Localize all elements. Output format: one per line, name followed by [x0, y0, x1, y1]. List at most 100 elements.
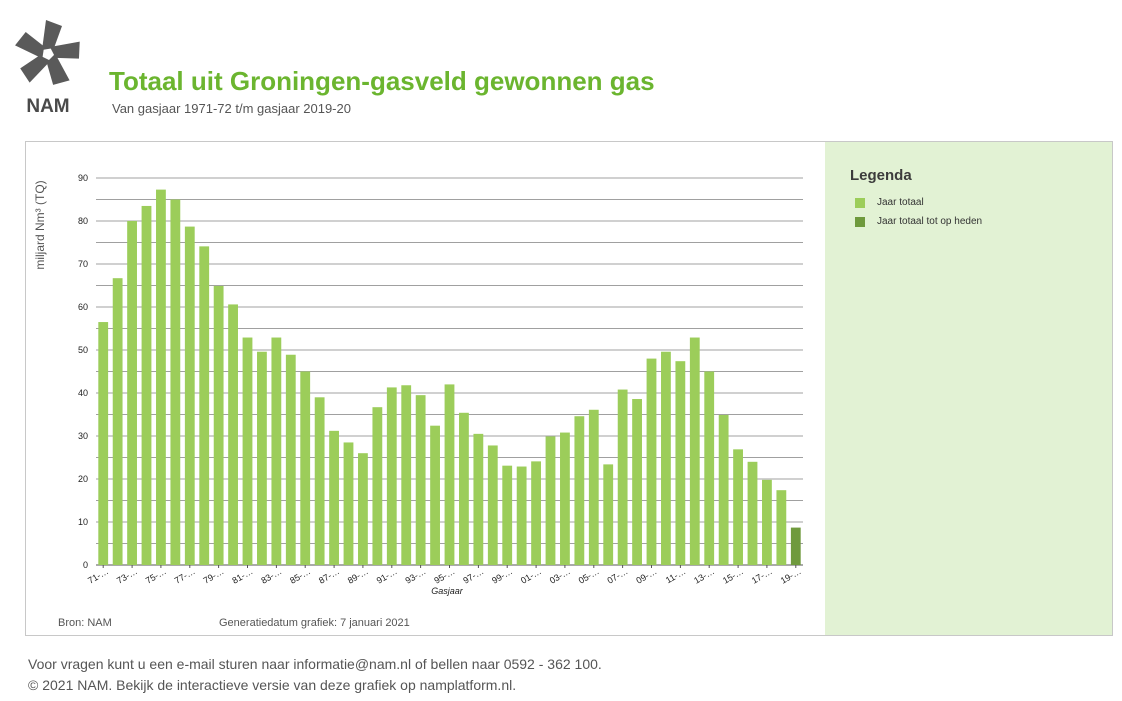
x-tick-label: 87-… [317, 566, 341, 586]
bar-06-07[interactable] [603, 464, 614, 565]
nam-logo: NAM [10, 16, 86, 118]
generation-date: Generatiedatum grafiek: 7 januari 2021 [219, 617, 410, 629]
source-note: Bron: NAM [58, 617, 112, 629]
y-tick-label: 40 [78, 388, 88, 398]
x-tick-label: 17-… [750, 566, 774, 586]
bar-91-92[interactable] [386, 387, 397, 565]
x-tick-label: 83-… [259, 566, 283, 586]
footer-contact: Voor vragen kunt u een e-mail sturen naa… [28, 656, 602, 672]
x-tick-label: 11-… [664, 566, 687, 585]
x-tick-label: 93-… [404, 566, 428, 586]
bar-03-04[interactable] [560, 432, 570, 565]
bar-08-09[interactable] [632, 399, 642, 565]
bar-85-86[interactable] [300, 371, 311, 566]
bar-00-01[interactable] [516, 466, 527, 565]
legend-swatch-jaar-totaal [855, 198, 865, 208]
bars-layer [98, 189, 801, 566]
bar-74-75[interactable] [141, 205, 152, 565]
bar-82-83[interactable] [257, 351, 267, 565]
y-tick-label: 20 [78, 474, 88, 484]
x-tick-label: 09-… [634, 566, 658, 586]
y-tick-label: 70 [78, 259, 88, 269]
bar-14-15[interactable] [718, 414, 729, 565]
legend-swatch-tot-op-heden [855, 217, 865, 227]
legend-label-tot-op-heden: Jaar totaal tot op heden [877, 216, 983, 227]
bar-84-85[interactable] [285, 354, 296, 565]
bar-12-13[interactable] [689, 337, 700, 565]
x-tick-label: 19-… [779, 566, 803, 586]
x-tick-label: 85-… [288, 566, 312, 586]
y-tick-label: 0 [83, 560, 88, 570]
x-tick-label: 13-… [692, 566, 716, 586]
bar-02-03[interactable] [545, 436, 556, 565]
bar-75-76[interactable] [156, 189, 166, 566]
bar-97-98[interactable] [473, 433, 484, 565]
bar-19-20[interactable] [790, 527, 801, 565]
bar-87-88[interactable] [329, 430, 339, 565]
bar-88-89[interactable] [343, 442, 354, 565]
legend-label-jaar-totaal: Jaar totaal [877, 197, 924, 208]
y-tick-label: 50 [78, 345, 88, 355]
x-tick-label: 15-… [721, 566, 745, 586]
bar-72-73[interactable] [112, 278, 123, 565]
x-tick-label: 71-… [86, 566, 110, 586]
x-tick-label: 05-… [577, 566, 601, 586]
bar-71-72[interactable] [98, 322, 109, 565]
bar-99-00[interactable] [502, 465, 513, 565]
bar-86-87[interactable] [314, 397, 325, 565]
bar-92-93[interactable] [401, 385, 412, 565]
bar-07-08[interactable] [617, 389, 628, 565]
y-tick-label: 80 [78, 216, 88, 226]
x-tick-labels: 71-… 73-… 75-… 77-… 79-… 81-… 83-… 85-… 87-… 89-…… [86, 565, 803, 586]
bar-90-91[interactable] [372, 407, 383, 565]
x-axis-label: Gasjaar [431, 586, 464, 596]
brand-name: NAM [26, 96, 70, 117]
bar-10-11[interactable] [661, 351, 671, 565]
bar-98-99[interactable] [487, 445, 498, 565]
bar-73-74[interactable] [127, 221, 137, 565]
bar-15-16[interactable] [733, 449, 743, 565]
x-tick-label: 89-… [346, 566, 370, 586]
bar-77-78[interactable] [184, 226, 195, 565]
legend-title: Legenda [850, 167, 912, 184]
x-tick-label: 91-… [375, 566, 399, 586]
nam-star-icon [15, 20, 80, 85]
bar-04-05[interactable] [574, 416, 585, 565]
x-tick-label: 81-… [230, 566, 254, 586]
bar-05-06[interactable] [588, 409, 599, 565]
bar-79-80[interactable] [213, 285, 224, 565]
bar-17-18[interactable] [762, 479, 772, 565]
bar-13-14[interactable] [704, 371, 715, 566]
x-tick-label: 97-… [461, 566, 485, 586]
bar-95-96[interactable] [444, 384, 455, 565]
bar-93-94[interactable] [415, 395, 426, 565]
y-tick-label: 90 [78, 173, 88, 183]
x-tick-label: 75-… [144, 566, 168, 586]
bar-16-17[interactable] [747, 461, 758, 565]
bar-18-19[interactable] [776, 490, 787, 565]
x-tick-label: 01-… [519, 566, 543, 586]
bar-81-82[interactable] [242, 337, 253, 565]
x-tick-label: 79-… [202, 566, 226, 586]
page-subtitle: Van gasjaar 1971-72 t/m gasjaar 2019-20 [112, 101, 351, 116]
bar-89-90[interactable] [358, 453, 368, 565]
y-tick-label: 10 [78, 517, 88, 527]
bar-09-10[interactable] [646, 358, 657, 565]
bar-80-81[interactable] [228, 304, 238, 565]
bar-83-84[interactable] [271, 337, 282, 565]
bar-01-02[interactable] [531, 461, 541, 565]
y-tick-labels: 0 10 20 30 40 50 60 70 80 90 [78, 173, 88, 570]
bar-94-95[interactable] [430, 425, 440, 565]
page-title: Totaal uit Groningen-gasveld gewonnen ga… [109, 66, 655, 96]
legend-panel: Legenda Jaar totaal Jaar totaal tot op h… [825, 142, 1112, 635]
x-tick-label: 73-… [115, 566, 139, 586]
bar-78-79[interactable] [199, 246, 210, 565]
y-tick-label: 60 [78, 302, 88, 312]
bar-76-77[interactable] [170, 199, 181, 566]
x-tick-label: 07-… [606, 566, 630, 586]
bar-96-97[interactable] [459, 412, 469, 565]
bar-11-12[interactable] [675, 361, 686, 565]
y-axis-label: miljard Nm³ (TQ) [33, 180, 47, 269]
x-tick-label: 77-… [173, 566, 197, 586]
